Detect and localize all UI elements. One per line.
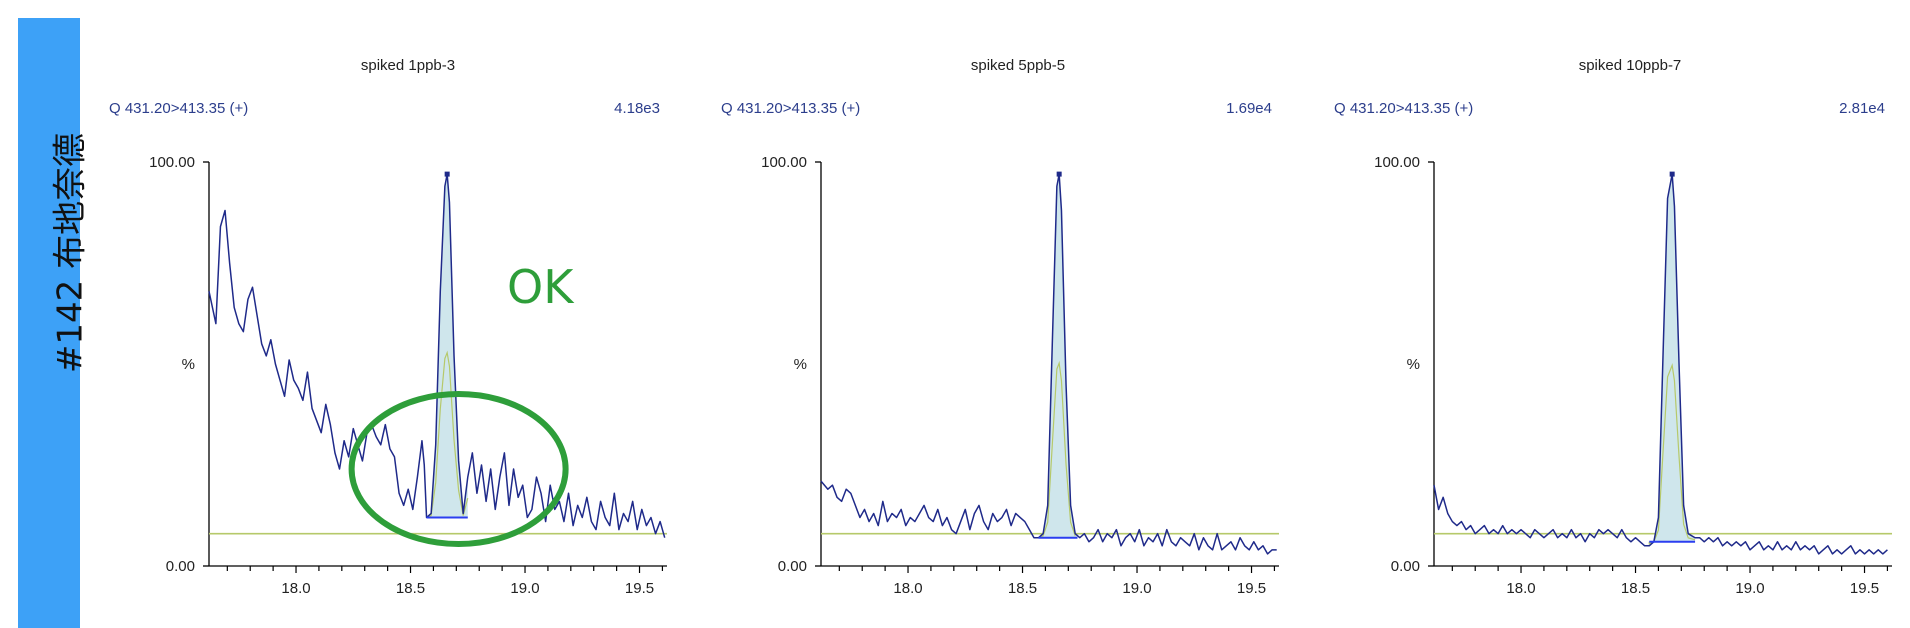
peak-apex-marker	[1669, 171, 1675, 177]
peak-profile	[426, 350, 469, 519]
ok-annotation: OK	[507, 260, 575, 314]
y-tick-label: 0.00	[1391, 558, 1420, 575]
y-tick-label: %	[1407, 356, 1420, 373]
chromatogram-panel-1: spiked 1ppb-3 Q 431.20>413.35 (+) 4.18e3 10…	[109, 57, 667, 597]
panel-title: spiked 10ppb-7	[1579, 57, 1682, 74]
chromatogram-trace	[208, 173, 666, 538]
x-tick-label: 19.0	[510, 580, 539, 597]
y-tick-label: %	[794, 356, 807, 373]
chromatogram-panel-2: spiked 5ppb-5 Q 431.20>413.35 (+) 1.69e4 10…	[721, 57, 1279, 597]
y-tick-label: 100.00	[761, 154, 807, 171]
chromatogram-panel-3: spiked 10ppb-7 Q 431.20>413.35 (+) 2.81e4 1…	[1334, 57, 1892, 597]
x-tick-label: 18.5	[1621, 580, 1650, 597]
panel-title: spiked 5ppb-5	[971, 57, 1065, 74]
y-tick-label: 0.00	[166, 558, 195, 575]
intensity-label: 2.81e4	[1839, 100, 1885, 117]
chromatogram-trace	[1433, 173, 1888, 555]
y-tick-label: %	[182, 356, 195, 373]
channel-label: Q 431.20>413.35 (+)	[1334, 100, 1473, 117]
x-tick-label: 18.0	[893, 580, 922, 597]
x-tick-label: 19.5	[1237, 580, 1266, 597]
highlight-ellipse	[348, 391, 569, 548]
x-tick-label: 18.5	[396, 580, 425, 597]
y-tick-label: 100.00	[149, 154, 195, 171]
y-tick-label: 0.00	[778, 558, 807, 575]
intensity-label: 1.69e4	[1226, 100, 1272, 117]
peak-apex-marker	[444, 171, 450, 177]
channel-label: Q 431.20>413.35 (+)	[109, 100, 248, 117]
x-tick-label: 19.0	[1735, 580, 1764, 597]
x-tick-label: 19.5	[1850, 580, 1879, 597]
y-tick-label: 100.00	[1374, 154, 1420, 171]
compound-tab: #142 布地奈德	[18, 18, 91, 628]
peak-profile	[1038, 360, 1076, 539]
x-tick-label: 19.5	[625, 580, 654, 597]
intensity-label: 4.18e3	[614, 100, 660, 117]
peak-apex-marker	[1056, 171, 1062, 177]
peak-area	[1649, 174, 1696, 546]
x-tick-label: 19.0	[1122, 580, 1151, 597]
peak-area	[1038, 174, 1078, 538]
x-tick-label: 18.0	[281, 580, 310, 597]
x-tick-label: 18.0	[1506, 580, 1535, 597]
panel-title: spiked 1ppb-3	[361, 57, 455, 74]
x-tick-label: 18.5	[1008, 580, 1037, 597]
peak-area	[426, 174, 468, 518]
channel-label: Q 431.20>413.35 (+)	[721, 100, 860, 117]
chromatogram-trace	[820, 173, 1277, 555]
